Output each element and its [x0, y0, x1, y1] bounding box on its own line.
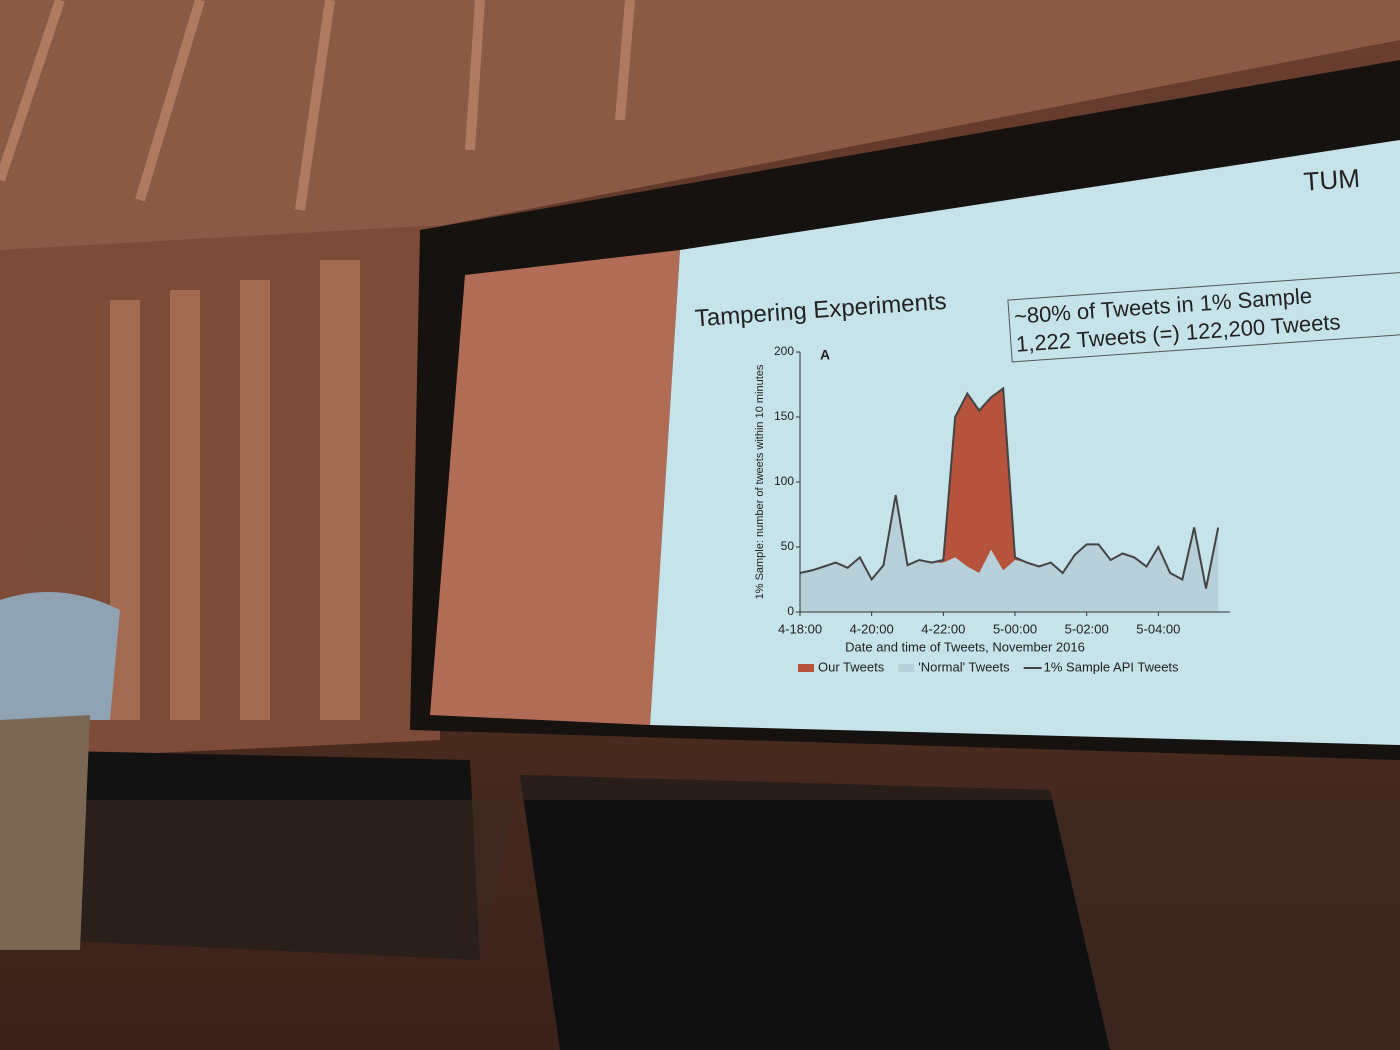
- wall-panels: [110, 260, 360, 720]
- legend-swatch: [898, 664, 915, 672]
- y-axis-label: 1% Sample: number of tweets within 10 mi…: [754, 364, 766, 599]
- legend-swatch: [798, 664, 814, 672]
- legend-label: 'Normal' Tweets: [918, 659, 1010, 674]
- ceiling: [0, 0, 1400, 250]
- x-tick-label: 5-04:00: [1136, 621, 1180, 636]
- line: [799, 386, 1220, 589]
- legend-label: Our Tweets: [818, 659, 885, 674]
- x-axis-label: Date and time of Tweets, November 2016: [845, 639, 1085, 654]
- speaker: [0, 523, 120, 950]
- area: [800, 495, 1219, 612]
- stage: [0, 775, 1400, 1050]
- x-tick-label: 4-22:00: [921, 621, 965, 636]
- x-tick-label: 5-02:00: [1065, 621, 1109, 636]
- x-tick-label: 4-20:00: [850, 621, 894, 636]
- ceiling-beams: [0, 0, 635, 211]
- x-tick-label: 5-00:00: [993, 621, 1037, 636]
- x-tick-label: 4-18:00: [778, 621, 822, 636]
- logo: TUM: [1303, 163, 1361, 197]
- y-tick-label: 100: [774, 474, 794, 488]
- y-tick-label: 150: [774, 409, 794, 423]
- y-tick-label: 50: [781, 539, 795, 553]
- monitor-right: [520, 775, 1110, 1050]
- legend-label: 1% Sample API Tweets: [1044, 659, 1179, 674]
- area: [800, 388, 1219, 589]
- y-tick-label: 200: [774, 344, 794, 358]
- panel-label: A: [820, 347, 830, 363]
- screen-left: [430, 250, 680, 725]
- y-tick-label: 0: [787, 604, 794, 618]
- callout-box: [1007, 271, 1400, 363]
